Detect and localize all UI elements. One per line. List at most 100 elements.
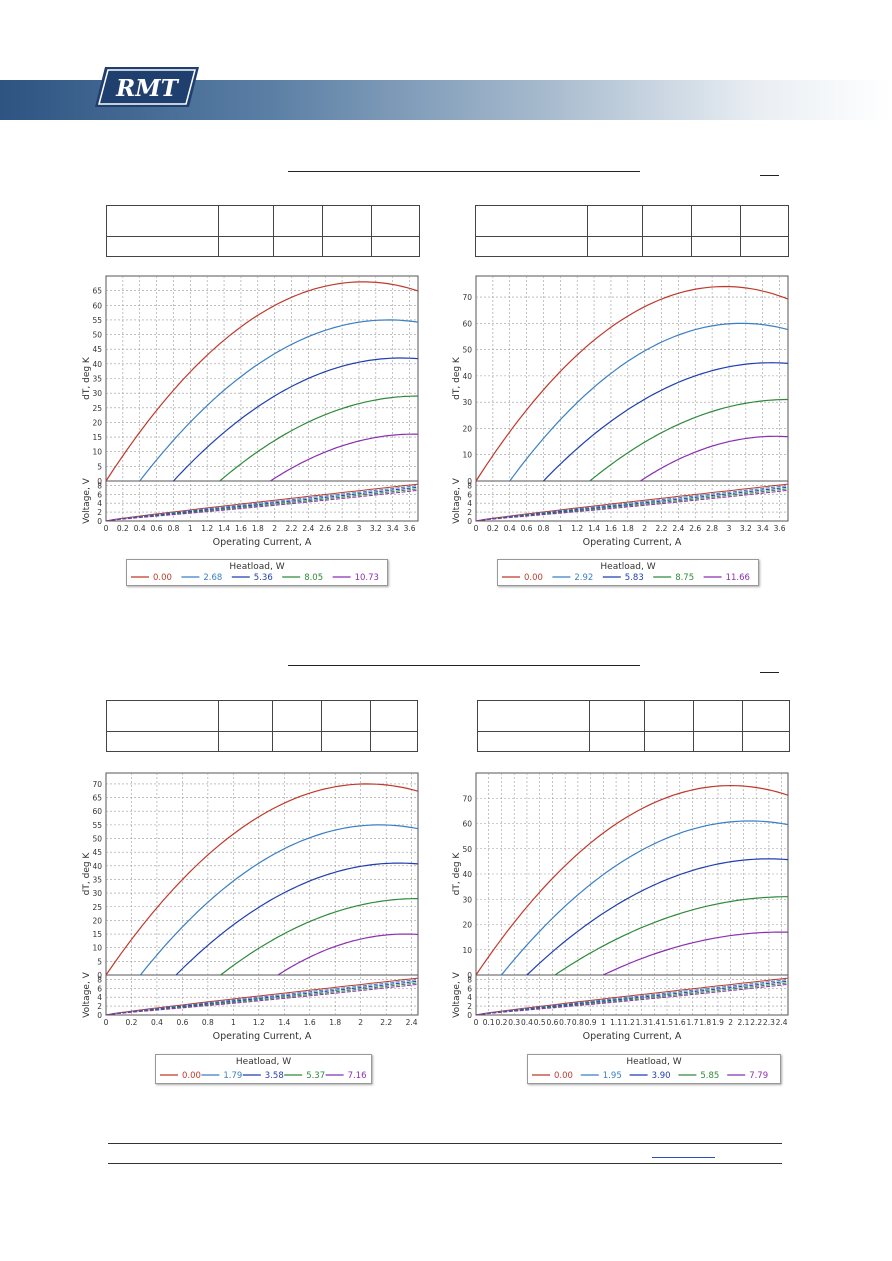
legend-4: Heatload, W 0.00 1.95 3.90 5.85 7.79 xyxy=(527,1054,781,1084)
x-tick-label: 3.4 xyxy=(757,524,769,533)
x-tick-label: 1.4 xyxy=(588,524,600,533)
x-tick-label: 0.8 xyxy=(537,524,549,533)
x-tick-label: 2.4 xyxy=(302,524,314,533)
x-tick-label: 0.4 xyxy=(134,524,146,533)
x-tick-label: 1.1 xyxy=(610,1018,622,1027)
x-tick-label: 1.4 xyxy=(648,1018,660,1027)
v-tick-label: 8 xyxy=(97,481,102,490)
v-tick-label: 0 xyxy=(467,517,472,526)
legend-value: 0.00 xyxy=(554,1071,573,1081)
dt-tick-label: 0 xyxy=(467,971,472,980)
dt-curve xyxy=(139,319,419,482)
legend-value: 10.73 xyxy=(355,573,379,583)
dt-tick-label: 50 xyxy=(462,845,472,854)
x-tick-label: 0.6 xyxy=(521,524,533,533)
x-tick-label: 1.9 xyxy=(712,1018,724,1027)
v-tick-label: 4 xyxy=(467,993,472,1002)
dt-tick-label: 10 xyxy=(92,944,102,953)
x-tick-label: 1.7 xyxy=(687,1018,699,1027)
spec-table-4 xyxy=(477,700,790,752)
x-axis-label: Operating Current, A xyxy=(583,1031,682,1042)
performance-chart-2: 0 0.2 0.4 0.6 0.8 1 1.2 1.4 1.6 1.8 2 2.2 2.4 2.6 2.8 3… xyxy=(452,275,789,548)
dt-curve xyxy=(501,820,789,976)
x-tick-label: 2 xyxy=(358,1018,363,1027)
dt-curve xyxy=(603,931,788,976)
voltage-curve xyxy=(475,983,789,1016)
dt-tick-label: 50 xyxy=(462,346,472,355)
legend-value: 8.75 xyxy=(675,573,694,583)
x-tick-label: 0.2 xyxy=(126,1018,138,1027)
spec-table-1 xyxy=(106,205,420,257)
legend-value: 11.66 xyxy=(726,573,750,583)
dt-curve xyxy=(475,784,789,976)
legend-3: Heatload, W 0.00 1.79 3.58 5.37 7.16 xyxy=(155,1054,372,1084)
v-tick-label: 2 xyxy=(467,508,472,517)
dt-tick-label: 40 xyxy=(92,360,102,369)
x-axis-label: Operating Current, A xyxy=(583,537,682,548)
dt-axis-label: dT, deg K xyxy=(82,852,92,896)
dt-tick-label: 20 xyxy=(462,921,472,930)
x-tick-label: 0.8 xyxy=(572,1018,584,1027)
performance-chart-4: 0 0.1 0.2 0.3 0.4 0.5 0.6 0.7 0.8 0.9 1 1.1 1.2 1.3 1.… xyxy=(452,772,789,1042)
dt-tick-label: 10 xyxy=(92,448,102,457)
x-tick-label: 2.3 xyxy=(763,1018,775,1027)
x-tick-label: 0.4 xyxy=(521,1018,533,1027)
x-tick-label: 0 xyxy=(104,1018,109,1027)
x-tick-label: 1 xyxy=(601,1018,606,1027)
section-page-mark-1 xyxy=(760,175,779,176)
x-tick-label: 1 xyxy=(558,524,563,533)
dt-tick-label: 65 xyxy=(92,287,102,296)
dt-tick-label: 70 xyxy=(462,794,472,803)
plot-frame xyxy=(475,275,789,522)
dt-tick-label: 10 xyxy=(462,451,472,460)
x-tick-label: 0.6 xyxy=(176,1018,188,1027)
x-tick-label: 0.3 xyxy=(508,1018,520,1027)
dt-curve xyxy=(105,783,419,976)
x-tick-label: 0.4 xyxy=(151,1018,163,1027)
legend-value: 0.00 xyxy=(182,1071,201,1081)
voltage-curve xyxy=(475,488,789,522)
dt-tick-label: 15 xyxy=(92,433,102,442)
x-tick-label: 1 xyxy=(188,524,193,533)
dt-tick-label: 50 xyxy=(92,331,102,340)
legend-1: Heatload, W 0.00 2.68 5.36 8.05 10.73 xyxy=(126,559,388,586)
voltage-curve xyxy=(105,485,419,522)
x-tick-label: 0.2 xyxy=(117,524,129,533)
dt-tick-label: 0 xyxy=(467,477,472,486)
legend-value: 3.58 xyxy=(265,1071,284,1081)
dt-tick-label: 35 xyxy=(92,375,102,384)
x-tick-label: 1.2 xyxy=(201,524,213,533)
x-tick-label: 0.7 xyxy=(559,1018,571,1027)
dt-curve xyxy=(277,933,419,976)
dt-tick-label: 20 xyxy=(92,418,102,427)
x-tick-label: 1.2 xyxy=(623,1018,635,1027)
dt-tick-label: 25 xyxy=(92,404,102,413)
x-tick-label: 1.2 xyxy=(571,524,583,533)
voltage-curve xyxy=(105,983,419,1016)
v-tick-label: 4 xyxy=(97,499,102,508)
x-tick-label: 1.6 xyxy=(235,524,247,533)
x-tick-label: 2.2 xyxy=(286,524,298,533)
v-tick-label: 6 xyxy=(97,984,102,993)
x-tick-label: 3.2 xyxy=(740,524,752,533)
voltage-curve xyxy=(475,982,789,1016)
v-tick-label: 2 xyxy=(97,1002,102,1011)
voltage-curve xyxy=(105,977,419,1016)
x-tick-label: 2.6 xyxy=(319,524,331,533)
dt-tick-label: 5 xyxy=(97,462,102,471)
dt-curve xyxy=(589,398,788,482)
x-tick-label: 3.6 xyxy=(774,524,786,533)
x-tick-label: 1.2 xyxy=(253,1018,265,1027)
plot-frame xyxy=(475,772,789,1016)
x-tick-label: 2.8 xyxy=(706,524,718,533)
x-tick-label: 1.6 xyxy=(304,1018,316,1027)
dt-curve xyxy=(270,433,419,482)
legend-value: 5.83 xyxy=(625,573,644,583)
x-tick-label: 0.6 xyxy=(546,1018,558,1027)
x-tick-label: 1.6 xyxy=(605,524,617,533)
x-tick-label: 0 xyxy=(474,524,479,533)
voltage-curve xyxy=(475,489,789,522)
legend-value: 0.00 xyxy=(153,573,172,583)
x-tick-label: 0 xyxy=(104,524,109,533)
legend-value: 2.68 xyxy=(203,573,222,583)
